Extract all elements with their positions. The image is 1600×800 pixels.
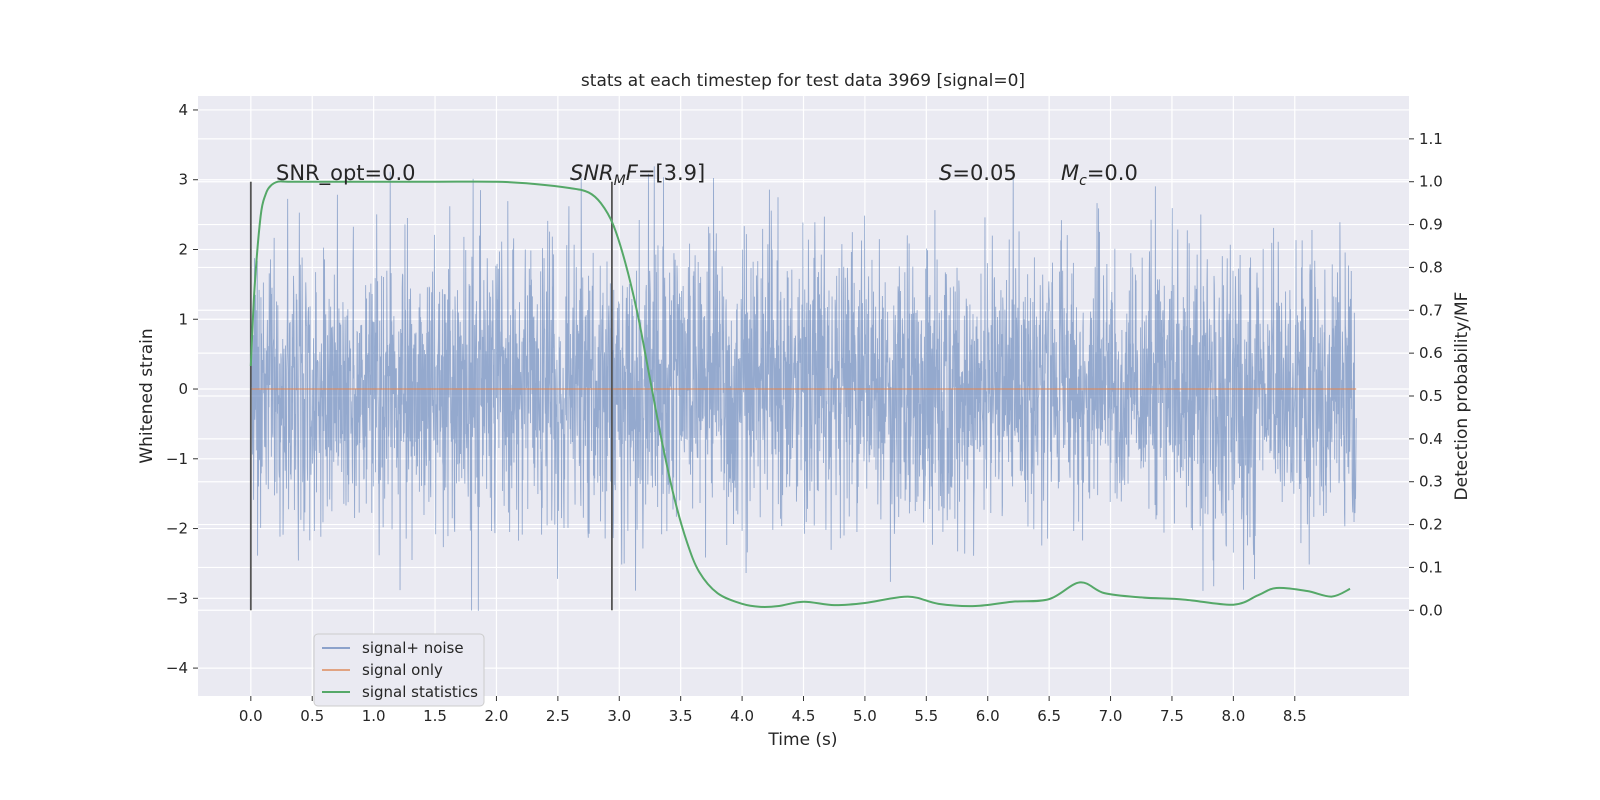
x-tick-label: 1.0	[362, 707, 386, 725]
annotation-mc-symbol: M	[1061, 161, 1079, 185]
annotation-mc: Mc=0.0	[1061, 161, 1138, 189]
annotation-snr-mf-value: =[3.9]	[638, 161, 705, 185]
noise-line	[250, 166, 1357, 611]
x-tick-label: 5.0	[853, 707, 877, 725]
y-tick-label: 4	[178, 101, 188, 119]
annotation-snr-mf-symbol: SNR	[570, 161, 614, 185]
y2-ticks: 1.1 1.0 0.9 0.8 0.7 0.6 0.5 0.4 0.3 0.2 0.1 0.0	[1409, 130, 1443, 619]
legend: signal+ noise signal only signal statist…	[313, 633, 485, 707]
y-tick-label: 3	[178, 171, 188, 189]
x-tick-label: 2.0	[485, 707, 509, 725]
x-tick-label: 0.5	[300, 707, 324, 725]
y-tick-label: −1	[166, 450, 188, 468]
annotation-s-symbol: S	[939, 161, 952, 185]
legend-label-stats: signal statistics	[362, 683, 478, 701]
x-tick-label: 2.5	[546, 707, 570, 725]
x-tick-label: 7.5	[1160, 707, 1184, 725]
x-tick-label: 7.0	[1099, 707, 1123, 725]
x-tick-label: 1.5	[423, 707, 447, 725]
x-axis-label: Time (s)	[767, 730, 837, 750]
y2-tick-label: 0.6	[1419, 344, 1443, 362]
x-tick-label: 3.5	[669, 707, 693, 725]
annotation-snr-mf-subscript: M	[614, 173, 626, 189]
y-tick-label: −4	[166, 659, 188, 677]
y-tick-label: 0	[178, 380, 188, 398]
annotation-snr-opt: SNR_opt=0.0	[276, 161, 416, 186]
x-tick-label: 0.0	[239, 707, 263, 725]
y2-tick-label: 0.4	[1419, 430, 1443, 448]
chart-title: stats at each timestep for test data 396…	[581, 71, 1025, 91]
y2-tick-label: 0.5	[1419, 387, 1443, 405]
y-ticks: 4 3 2 1 0 −1 −2 −3 −4	[166, 101, 198, 677]
statistics-line	[249, 180, 1351, 608]
y-tick-label: 1	[178, 310, 188, 328]
y2-tick-label: 0.8	[1419, 258, 1443, 276]
x-tick-label: 4.5	[792, 707, 816, 725]
y2-tick-label: 0.2	[1419, 516, 1443, 534]
y2-tick-label: 0.3	[1419, 473, 1443, 491]
legend-box	[313, 633, 485, 707]
annotation-snr-mf-f: F	[626, 161, 639, 185]
x-tick-label: 3.0	[607, 707, 631, 725]
legend-label-signal: signal only	[362, 661, 443, 679]
x-tick-label: 6.0	[976, 707, 1000, 725]
y-tick-label: −2	[166, 520, 188, 538]
noise-series	[250, 166, 1357, 611]
legend-label-noise: signal+ noise	[362, 639, 464, 657]
y2-tick-label: 0.9	[1419, 216, 1443, 234]
y2-tick-label: 1.1	[1419, 130, 1443, 148]
y-axis-label: Whitened strain	[137, 328, 157, 463]
y2-axis-label: Detection probability/MF	[1452, 292, 1472, 501]
x-tick-label: 8.5	[1283, 707, 1307, 725]
x-tick-label: 4.0	[730, 707, 754, 725]
vertical-markers	[249, 181, 613, 611]
annotation-s-value: =0.05	[952, 161, 1016, 185]
annotation-mc-value: =0.0	[1087, 161, 1138, 185]
y2-tick-label: 0.0	[1419, 601, 1443, 619]
x-tick-label: 6.5	[1037, 707, 1061, 725]
x-tick-label: 8.0	[1221, 707, 1245, 725]
y2-tick-label: 0.7	[1419, 301, 1443, 319]
x-ticks: 0.0 0.5 1.0 1.5 2.0 2.5 3.0 3.5 4.0 4.5 5.0 5.5 6.0 6…	[239, 696, 1307, 725]
annotation-mc-subscript: c	[1079, 173, 1087, 189]
y2-tick-label: 1.0	[1419, 173, 1443, 191]
annotation-s: S=0.05	[939, 161, 1017, 185]
y-tick-label: −3	[166, 589, 188, 607]
x-tick-label: 5.5	[914, 707, 938, 725]
y2-tick-label: 0.1	[1419, 558, 1443, 576]
annotation-snr-mf: SNRMF=[3.9]	[570, 161, 705, 189]
y-tick-label: 2	[178, 240, 188, 258]
statistics-series	[249, 180, 1351, 608]
